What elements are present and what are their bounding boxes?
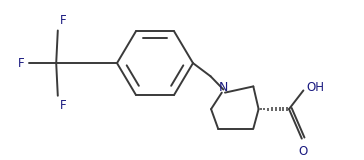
Text: F: F: [59, 14, 66, 27]
Text: N: N: [219, 81, 228, 94]
Text: F: F: [59, 99, 66, 112]
Text: OH: OH: [306, 81, 325, 94]
Text: F: F: [17, 57, 24, 70]
Text: O: O: [298, 145, 307, 158]
